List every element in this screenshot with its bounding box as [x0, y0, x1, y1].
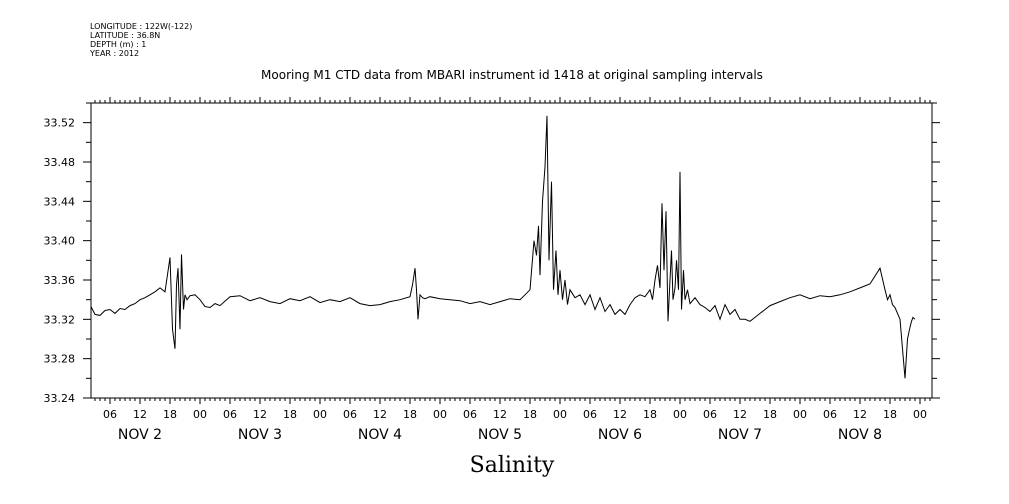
- x-day-label: NOV 2: [118, 427, 162, 443]
- x-hour-label: 12: [493, 408, 507, 421]
- x-hour-label: 06: [823, 408, 837, 421]
- x-hour-label: 00: [433, 408, 447, 421]
- x-hour-label: 18: [523, 408, 537, 421]
- x-day-label: NOV 8: [838, 427, 882, 443]
- plot-frame: [90, 102, 933, 399]
- y-tick-label: 33.28: [44, 353, 76, 366]
- x-hour-label: 18: [163, 408, 177, 421]
- x-hour-label: 12: [733, 408, 747, 421]
- x-hour-label: 18: [403, 408, 417, 421]
- x-hour-label: 12: [133, 408, 147, 421]
- x-hour-label: 12: [253, 408, 267, 421]
- latitude-label: LATITUDE : 36.8N: [90, 31, 161, 40]
- x-hour-label: 12: [373, 408, 387, 421]
- x-hour-label: 00: [913, 408, 927, 421]
- x-day-label: NOV 4: [358, 427, 402, 443]
- x-hour-label: 18: [763, 408, 777, 421]
- x-hour-label: 18: [883, 408, 897, 421]
- x-hour-label: 06: [463, 408, 477, 421]
- x-day-label: NOV 3: [238, 427, 282, 443]
- x-hour-label: 00: [313, 408, 327, 421]
- longitude-label: LONGITUDE : 122W(-122): [90, 22, 193, 31]
- y-tick-label: 33.24: [44, 392, 76, 405]
- x-hour-label: 18: [643, 408, 657, 421]
- chart-title: Mooring M1 CTD data from MBARI instrumen…: [261, 68, 763, 82]
- x-hour-label: 12: [853, 408, 867, 421]
- x-tick-labels: 06 12 18 00 06 12 18 00 06 12 18 00 06 12 18 00 06 12 18 00…: [103, 408, 927, 443]
- y-tick-labels: 33.24 33.28 33.32 33.36 33.40 33.44 33.48 33.52: [44, 117, 76, 405]
- x-hour-label: 12: [613, 408, 627, 421]
- x-hour-label: 06: [703, 408, 717, 421]
- y-tick-label: 33.48: [44, 156, 76, 169]
- x-hour-label: 18: [283, 408, 297, 421]
- x-hour-label: 00: [553, 408, 567, 421]
- y-tick-label: 33.36: [44, 274, 76, 287]
- depth-label: DEPTH (m) : 1: [90, 40, 147, 49]
- salinity-series-line: [90, 115, 916, 379]
- x-hour-label: 06: [343, 408, 357, 421]
- x-day-label: NOV 6: [598, 427, 642, 443]
- x-hour-label: 00: [793, 408, 807, 421]
- x-hour-label: 00: [193, 408, 207, 421]
- y-tick-label: 33.44: [44, 195, 76, 208]
- year-label: YEAR : 2012: [90, 49, 140, 58]
- y-tick-label: 33.32: [44, 313, 76, 326]
- y-tick-label: 33.52: [44, 117, 76, 130]
- y-tick-label: 33.40: [44, 235, 76, 248]
- x-hour-label: 00: [673, 408, 687, 421]
- x-hour-label: 06: [223, 408, 237, 421]
- x-day-label: NOV 7: [718, 427, 762, 443]
- data-series: [90, 115, 916, 379]
- x-day-label: NOV 5: [478, 427, 522, 443]
- x-hour-label: 06: [583, 408, 597, 421]
- x-hour-label: 06: [103, 408, 117, 421]
- tick-marks: [83, 97, 940, 404]
- x-axis-label: Salinity: [469, 453, 555, 478]
